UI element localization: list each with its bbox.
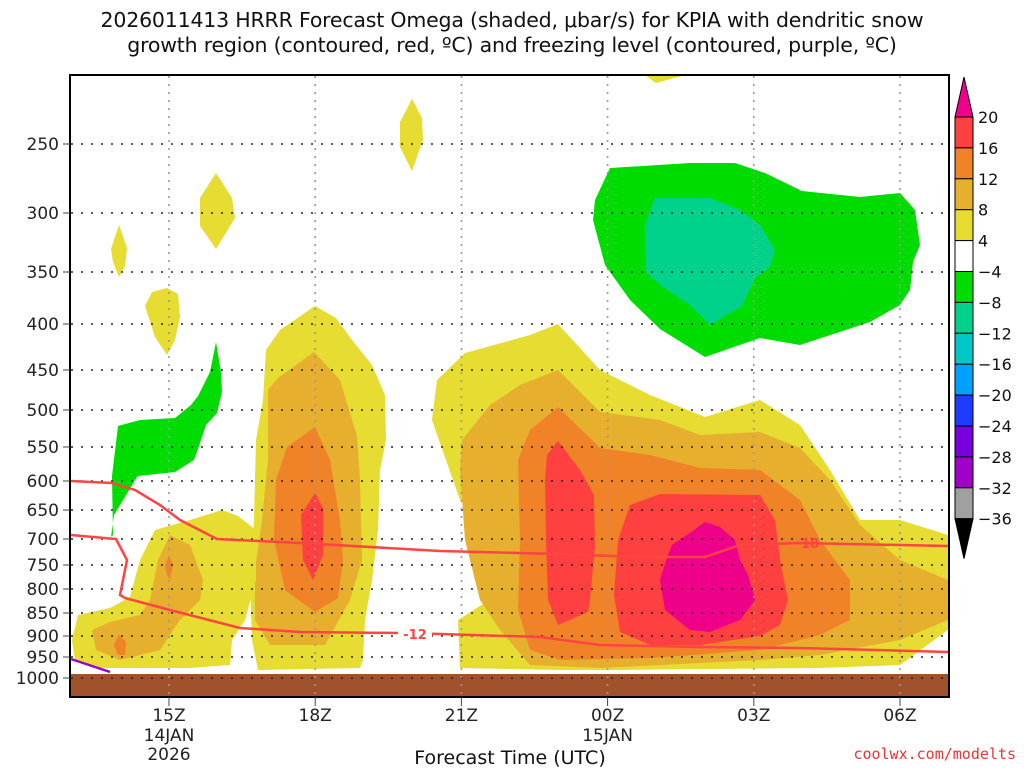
title-line-1: 2026011413 HRRR Forecast Omega (shaded, … [100, 8, 924, 32]
omega-area-8 [92, 535, 203, 660]
omega-blob [400, 99, 423, 171]
y-tick-label: 400 [27, 315, 59, 335]
omega-negative-core [645, 198, 775, 325]
dendritic-zone-contour-lower [70, 533, 949, 654]
colorbar-label: −4 [978, 263, 1002, 282]
x-tick-label: 18Z [299, 706, 332, 726]
title-line-2: growth region (contoured, red, ºC) and f… [127, 33, 897, 57]
x-tick-label: 03Z [737, 706, 770, 726]
colorbar-label: 4 [978, 232, 988, 251]
omega-area-12 [114, 635, 126, 655]
colorbar-segment [954, 394, 974, 427]
colorbar-segment [954, 332, 974, 365]
colorbar-segment [954, 301, 974, 334]
colorbar-label: 8 [978, 201, 988, 220]
omega-blob [646, 76, 682, 83]
colorbar-label: 20 [978, 108, 998, 127]
colorbar-lower-arrow [954, 518, 974, 559]
y-tick-label: 750 [27, 556, 59, 576]
y-tick-label: 950 [27, 648, 59, 668]
colorbar-upper-arrow [954, 76, 974, 118]
colorbar: 20 16 12 8 4 −4 −8 −12 −16 −20 −24 −28 −32 −36 [954, 76, 1012, 559]
credit-text[interactable]: coolwx.com/modelts [853, 745, 1016, 763]
y-tick-label: 450 [27, 361, 59, 381]
colorbar-label: −16 [978, 355, 1012, 374]
colorbar-segment [954, 240, 974, 273]
colorbar-label: 12 [978, 170, 998, 189]
ground-band [71, 674, 948, 696]
omega-shading [72, 74, 948, 670]
x-tick-date: 14JAN [144, 726, 195, 746]
colorbar-segment [954, 116, 974, 149]
colorbar-label: −12 [978, 324, 1012, 343]
contour-label: -12 [403, 628, 427, 643]
colorbar-label: −20 [978, 386, 1012, 405]
y-tick-label: 700 [27, 530, 59, 550]
colorbar-label: −32 [978, 479, 1012, 498]
x-tick-label: 15Z [152, 706, 185, 726]
colorbar-label: 16 [978, 139, 998, 158]
colorbar-label: −24 [978, 417, 1012, 436]
y-tick-label: 800 [27, 580, 59, 600]
colorbar-segment [954, 147, 974, 180]
colorbar-segment [954, 363, 974, 396]
plot-frame [69, 74, 950, 698]
colorbar-segment [954, 487, 974, 520]
freezing-level-contour [70, 657, 111, 674]
x-axis-title: Forecast Time (UTC) [414, 747, 605, 768]
colorbar-segment [954, 178, 974, 211]
colorbar-label: −8 [978, 293, 1002, 312]
omega-blob [200, 173, 235, 249]
dendritic-zone-contour-upper [70, 479, 949, 559]
y-tick-label: 350 [27, 263, 59, 283]
colorbar-label: −36 [978, 510, 1012, 529]
x-tick-date: 15JAN [582, 726, 633, 746]
x-tick-label: 00Z [591, 706, 624, 726]
y-tick-label: 900 [27, 627, 59, 647]
contour-label-bg [398, 624, 432, 642]
omega-area-16 [301, 493, 323, 580]
x-tick-label: 21Z [445, 706, 478, 726]
colorbar-segment [954, 425, 974, 458]
x-tick-year: 2026 [147, 745, 190, 765]
y-tick-label: 300 [27, 204, 59, 224]
x-tick-label: 06Z [883, 706, 916, 726]
colorbar-segment [954, 209, 974, 242]
y-tick-label: 250 [27, 135, 59, 155]
omega-blob [145, 288, 180, 355]
y-tick-label: 650 [27, 501, 59, 521]
omega-area-12 [165, 556, 173, 580]
contour-lines: -12 18 [70, 479, 949, 674]
colorbar-segment [954, 271, 974, 303]
y-axis: 250 300 350 400 450 500 550 600 650 700 750 800 850 9… [16, 135, 70, 689]
y-tick-label: 500 [27, 401, 59, 421]
omega-area-16 [545, 441, 595, 625]
y-tick-label: 850 [27, 604, 59, 624]
contour-label: 18 [801, 537, 819, 552]
grid-lines [71, 76, 948, 696]
y-tick-label: 1000 [16, 669, 59, 689]
colorbar-segment [954, 456, 974, 489]
y-tick-label: 550 [27, 438, 59, 458]
omega-blob [111, 225, 127, 277]
chart-title: 2026011413 HRRR Forecast Omega (shaded, … [0, 8, 1024, 58]
omega-area-20 [660, 522, 755, 632]
y-tick-label: 600 [27, 472, 59, 492]
omega-negative-area [111, 342, 222, 537]
colorbar-label: −28 [978, 448, 1012, 467]
